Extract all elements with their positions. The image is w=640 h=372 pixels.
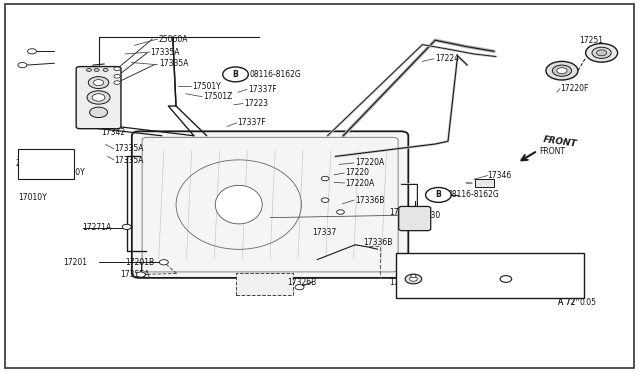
Text: 17220F: 17220F bbox=[560, 84, 588, 93]
Text: 17335A: 17335A bbox=[114, 156, 143, 165]
Circle shape bbox=[500, 276, 512, 282]
Text: 17330: 17330 bbox=[416, 211, 440, 219]
Ellipse shape bbox=[215, 185, 262, 224]
FancyBboxPatch shape bbox=[132, 131, 408, 278]
Text: 17224: 17224 bbox=[435, 54, 460, 63]
FancyBboxPatch shape bbox=[76, 67, 121, 129]
Text: 17010Y: 17010Y bbox=[18, 193, 47, 202]
Text: 17335A: 17335A bbox=[150, 48, 180, 57]
Circle shape bbox=[399, 256, 410, 262]
Text: n: n bbox=[576, 296, 579, 302]
Text: 17020Y: 17020Y bbox=[56, 169, 85, 177]
Text: 17337: 17337 bbox=[312, 228, 337, 237]
Circle shape bbox=[321, 198, 329, 202]
Text: 17220A: 17220A bbox=[355, 158, 385, 167]
Text: 17337F: 17337F bbox=[248, 85, 277, 94]
Circle shape bbox=[114, 74, 120, 78]
Circle shape bbox=[103, 68, 108, 71]
Circle shape bbox=[93, 80, 104, 86]
Circle shape bbox=[337, 210, 344, 214]
Text: 17220A: 17220A bbox=[346, 179, 375, 187]
Circle shape bbox=[592, 47, 611, 58]
Text: 17336B: 17336B bbox=[355, 196, 385, 205]
Circle shape bbox=[410, 277, 417, 281]
Text: B: B bbox=[436, 190, 441, 199]
Circle shape bbox=[552, 65, 572, 76]
Text: 17335A: 17335A bbox=[114, 144, 143, 153]
Text: 17201: 17201 bbox=[63, 258, 87, 267]
Text: 25060A: 25060A bbox=[159, 35, 188, 44]
Text: 17337F: 17337F bbox=[237, 118, 266, 127]
Circle shape bbox=[321, 176, 329, 181]
Circle shape bbox=[18, 62, 27, 68]
Circle shape bbox=[94, 68, 99, 71]
Circle shape bbox=[546, 61, 578, 80]
Circle shape bbox=[122, 224, 131, 230]
Text: A 72: A 72 bbox=[558, 298, 575, 307]
Circle shape bbox=[90, 107, 108, 118]
Text: 08116-8162G: 08116-8162G bbox=[448, 190, 500, 199]
Text: 17271A: 17271A bbox=[82, 223, 111, 232]
FancyBboxPatch shape bbox=[396, 253, 584, 298]
Text: 17501Z: 17501Z bbox=[204, 92, 233, 101]
Text: A 72: A 72 bbox=[558, 298, 575, 307]
Text: B: B bbox=[233, 70, 238, 79]
Text: 17391: 17391 bbox=[447, 276, 469, 282]
Circle shape bbox=[88, 77, 109, 89]
Text: 17251: 17251 bbox=[579, 36, 604, 45]
Circle shape bbox=[586, 44, 618, 62]
FancyBboxPatch shape bbox=[18, 149, 74, 179]
Text: 17342: 17342 bbox=[101, 128, 125, 137]
Text: 17322: 17322 bbox=[408, 254, 433, 263]
Text: 25060: 25060 bbox=[16, 159, 40, 168]
Circle shape bbox=[223, 67, 248, 82]
Text: 17223: 17223 bbox=[244, 99, 269, 108]
Circle shape bbox=[159, 260, 168, 265]
Circle shape bbox=[411, 275, 416, 278]
Circle shape bbox=[92, 94, 105, 101]
Circle shape bbox=[295, 285, 304, 290]
Text: 17336B: 17336B bbox=[389, 208, 419, 217]
Text: {FROM MAY.'87}: {FROM MAY.'87} bbox=[415, 257, 470, 264]
Text: 17336B: 17336B bbox=[364, 238, 393, 247]
Text: 17326B: 17326B bbox=[287, 278, 316, 287]
Circle shape bbox=[86, 68, 92, 71]
Text: 17501Y: 17501Y bbox=[192, 82, 221, 91]
Circle shape bbox=[87, 91, 110, 104]
FancyBboxPatch shape bbox=[399, 206, 431, 231]
Text: 17335A: 17335A bbox=[159, 60, 188, 68]
Text: 0.05: 0.05 bbox=[580, 298, 597, 307]
Circle shape bbox=[405, 274, 422, 284]
Circle shape bbox=[136, 272, 145, 277]
Circle shape bbox=[426, 187, 451, 202]
Circle shape bbox=[114, 81, 120, 84]
Circle shape bbox=[114, 67, 120, 71]
FancyBboxPatch shape bbox=[236, 273, 293, 295]
Circle shape bbox=[28, 49, 36, 54]
Text: 17355A: 17355A bbox=[120, 270, 150, 279]
Text: 17391: 17391 bbox=[538, 276, 561, 282]
Text: FRONT: FRONT bbox=[539, 147, 565, 156]
Text: {UP TO MAY.'87}: {UP TO MAY.'87} bbox=[509, 257, 565, 264]
FancyBboxPatch shape bbox=[475, 179, 494, 187]
FancyBboxPatch shape bbox=[5, 4, 634, 368]
Circle shape bbox=[596, 50, 607, 56]
Text: FRONT: FRONT bbox=[543, 135, 578, 149]
Text: 17201B: 17201B bbox=[125, 258, 154, 267]
Circle shape bbox=[557, 68, 567, 74]
Text: 17336B: 17336B bbox=[389, 278, 419, 287]
Text: 17220: 17220 bbox=[346, 169, 370, 177]
Circle shape bbox=[419, 269, 426, 273]
Text: 08116-8162G: 08116-8162G bbox=[250, 70, 301, 79]
Text: 17346: 17346 bbox=[488, 171, 512, 180]
